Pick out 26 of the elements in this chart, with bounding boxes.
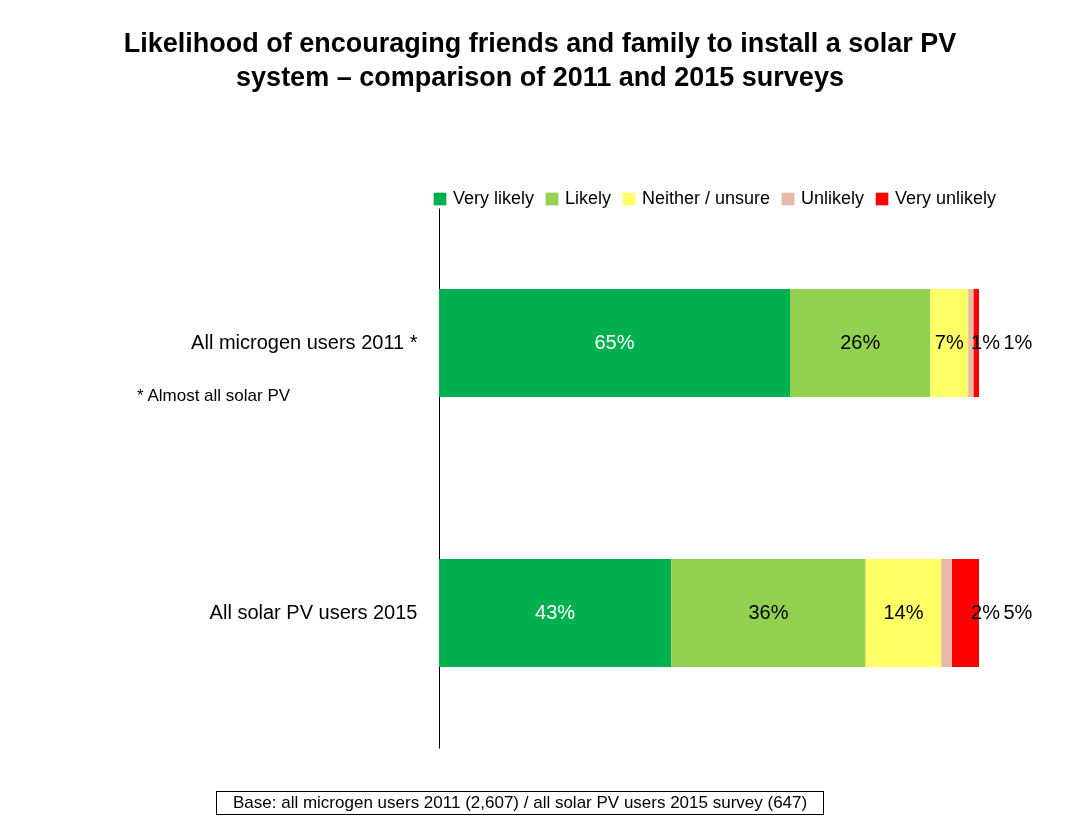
data-label: 14% bbox=[883, 601, 924, 623]
text: Base: all microgen users 2011 (2,607) / all solar PV users 2015 survey (647) bbox=[216, 791, 825, 815]
bar bbox=[865, 559, 942, 667]
data-label: 1% bbox=[1003, 331, 1033, 353]
bar bbox=[790, 289, 931, 397]
bar bbox=[941, 559, 952, 667]
legend-label: Likely bbox=[565, 188, 612, 208]
bar bbox=[968, 289, 974, 397]
bar bbox=[930, 289, 969, 397]
data-label: 36% bbox=[748, 601, 789, 623]
data-label: 65% bbox=[594, 331, 635, 353]
legend-label: Very unlikely bbox=[895, 188, 997, 208]
data-label: 7% bbox=[934, 331, 964, 353]
legend-label: Neither / unsure bbox=[642, 188, 771, 208]
data-label: 43% bbox=[535, 601, 576, 623]
legend-label: Unlikely bbox=[801, 188, 865, 208]
chart-title: Likelihood of encouraging friends and family to install a solar PV system – comparison of 2011 and 2015 surveys bbox=[122, 27, 958, 94]
legend-label: Very likely bbox=[453, 188, 535, 208]
bar bbox=[439, 289, 790, 397]
data-label: 5% bbox=[1003, 601, 1033, 623]
y-tick-label: All solar PV users 2015 bbox=[209, 601, 418, 623]
data-label: 26% bbox=[840, 331, 881, 353]
bar bbox=[671, 559, 866, 667]
y-tick-label: All microgen users 2011 * bbox=[191, 331, 418, 353]
text: * Almost all solar PV bbox=[137, 386, 291, 406]
bar bbox=[439, 559, 672, 667]
